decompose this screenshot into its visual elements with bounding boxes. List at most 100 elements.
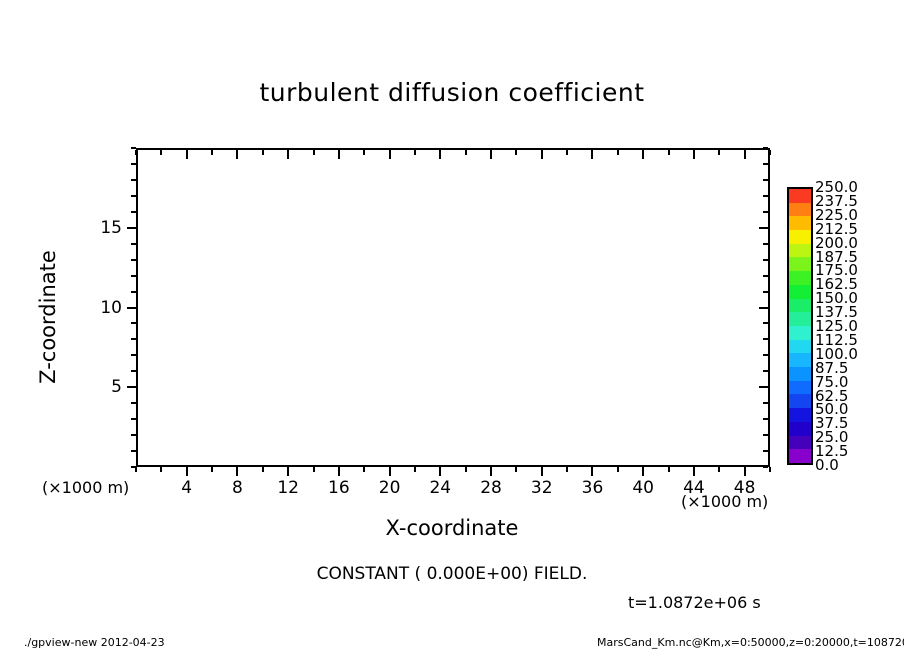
x-axis-tick-top [388, 150, 391, 159]
x-axis-tick-top [667, 150, 670, 155]
y-axis-tick-left [131, 450, 136, 453]
colorbar-tick-label: 87.5 [815, 358, 849, 377]
x-axis-tick-top [160, 150, 163, 155]
page-title: turbulent diffusion coefficient [259, 78, 645, 107]
y-axis-tick-left [131, 418, 136, 421]
y-axis-tick-left [127, 306, 136, 309]
y-axis-tick-left [131, 162, 136, 165]
colorbar-tick-label: 187.5 [815, 247, 858, 266]
y-axis-tick-left [131, 466, 136, 468]
x-axis-tick-label: 20 [378, 478, 401, 498]
colorbar-tick-label: 137.5 [815, 303, 858, 322]
y-axis-tick-left [131, 210, 136, 213]
y-axis-tick-right [763, 162, 768, 165]
colorbar-tick-label: 162.5 [815, 275, 858, 294]
y-axis-tick-right [759, 386, 768, 389]
x-axis-tick-top [464, 150, 467, 155]
colorbar-tick-label: 50.0 [815, 400, 849, 419]
x-axis-tick-top [591, 150, 594, 159]
colorbar-band [789, 284, 811, 299]
colorbar-band [789, 243, 811, 258]
y-axis-tick-left [131, 147, 136, 149]
x-axis-unit-right: (×1000 m) [681, 492, 769, 511]
x-axis-tick-top [769, 150, 771, 155]
y-axis-tick-left [131, 242, 136, 245]
colorbar-tick-label: 150.0 [815, 289, 858, 308]
x-axis-tick-label: 28 [480, 478, 502, 498]
x-axis-tick-top [743, 150, 746, 159]
y-axis-tick-right [763, 338, 768, 341]
y-axis-title: Z-coordinate [36, 250, 60, 384]
y-axis-tick-left [127, 386, 136, 389]
y-axis-tick-left [131, 290, 136, 293]
colorbar [787, 187, 813, 465]
x-axis-tick-top [185, 150, 188, 159]
y-axis-tick-right [763, 434, 768, 437]
x-axis-tick-top [540, 150, 543, 159]
y-axis-tick-right [759, 226, 768, 229]
y-axis-tick-right [763, 194, 768, 197]
x-axis-tick-top [515, 150, 518, 155]
x-axis-tick-bottom [388, 467, 391, 476]
colorbar-tick-label: 37.5 [815, 414, 849, 433]
colorbar-band [789, 367, 811, 381]
x-axis-tick-bottom [591, 467, 594, 476]
y-axis-tick-right [763, 354, 768, 357]
y-axis-tick-left [127, 226, 136, 229]
colorbar-tick-label: 12.5 [815, 442, 849, 461]
colorbar-tick-label: 200.0 [815, 233, 858, 252]
x-axis-tick-label: 48 [733, 478, 756, 498]
y-axis-tick-right [763, 178, 768, 181]
colorbar-tick-labels: 0.0 12.5 25.0 37.5 50.0 62.5 75.0 87.5 100.0 112.… [815, 178, 901, 474]
y-axis-tick-right [763, 322, 768, 325]
colorbar-tick-label: 250.0 [815, 178, 858, 196]
x-axis-tick-bottom [185, 467, 188, 476]
x-axis-tick-bottom [743, 467, 746, 476]
colorbar-band [789, 298, 811, 313]
colorbar-tick-label: 225.0 [815, 205, 858, 224]
x-axis-tick-bottom [135, 467, 137, 472]
colorbar-band [789, 435, 811, 450]
x-axis-tick-label: 32 [530, 478, 553, 498]
x-axis-tick-label: 36 [581, 478, 604, 498]
colorbar-band [789, 216, 811, 231]
x-axis-tick-bottom [363, 467, 366, 472]
x-axis-tick-bottom [667, 467, 670, 472]
y-axis-tick-right [763, 370, 768, 373]
y-axis-tick-left [131, 178, 136, 181]
y-axis-tick-right [763, 210, 768, 213]
colorbar-tick-label: 0.0 [815, 456, 839, 474]
time-annotation: t=1.0872e+06 s [628, 593, 761, 612]
colorbar-band [789, 230, 811, 244]
x-axis-unit-left: (×1000 m) [42, 478, 130, 497]
x-axis-tick-top [439, 150, 442, 159]
y-axis-tick-label: 5 [111, 377, 122, 398]
colorbar-tick-label: 100.0 [815, 344, 858, 363]
x-axis-tick-bottom [642, 467, 645, 476]
y-axis-tick-right [763, 274, 768, 277]
y-axis-tick-label: 10 [100, 297, 122, 318]
y-axis-tick-right [763, 466, 768, 468]
x-axis-tick-top [692, 150, 695, 159]
y-axis-tick-right [763, 147, 768, 149]
x-axis-tick-label: 40 [632, 478, 654, 498]
x-axis-tick-bottom [236, 467, 239, 476]
plot-area [136, 148, 770, 467]
x-axis-tick-bottom [540, 467, 543, 476]
y-axis-tick-right [763, 402, 768, 405]
x-axis-tick-bottom [312, 467, 315, 472]
x-axis-tick-bottom [769, 467, 771, 472]
y-axis-tick-left [131, 434, 136, 437]
colorbar-band [789, 325, 811, 340]
x-axis-tick-bottom [490, 467, 493, 476]
colorbar-band [789, 271, 811, 285]
x-axis-tick-top [261, 150, 264, 155]
y-axis-tick-left [131, 338, 136, 341]
colorbar-tick-label: 112.5 [815, 330, 858, 349]
y-axis-tick-right [763, 418, 768, 421]
x-axis-tick-top [236, 150, 239, 159]
colorbar-tick-label: 75.0 [815, 372, 849, 391]
colorbar-band [789, 380, 811, 395]
x-axis-tick-top [135, 150, 137, 155]
colorbar-tick-label: 237.5 [815, 191, 858, 210]
